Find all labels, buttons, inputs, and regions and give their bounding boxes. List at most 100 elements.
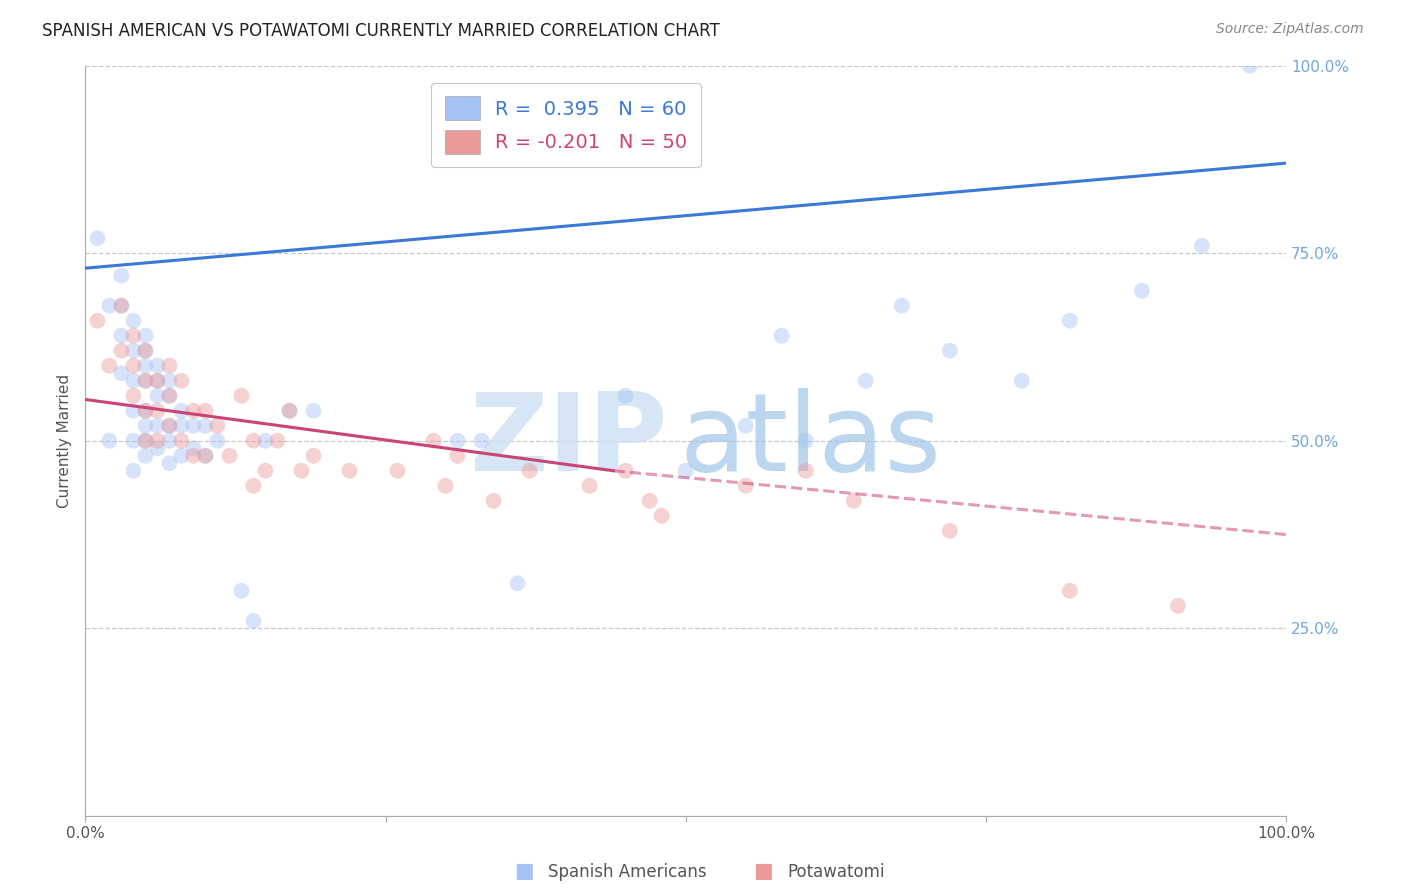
- Point: [207, 434, 229, 448]
- Text: ZIP: ZIP: [470, 388, 668, 494]
- Point: [770, 328, 793, 343]
- Point: [939, 524, 962, 538]
- Point: [122, 389, 145, 403]
- Point: [638, 493, 661, 508]
- Point: [122, 314, 145, 328]
- Point: [157, 456, 180, 470]
- Point: [134, 434, 156, 448]
- Point: [734, 418, 756, 433]
- Point: [207, 418, 229, 433]
- Point: [242, 479, 264, 493]
- Text: SPANISH AMERICAN VS POTAWATOMI CURRENTLY MARRIED CORRELATION CHART: SPANISH AMERICAN VS POTAWATOMI CURRENTLY…: [42, 22, 720, 40]
- Point: [278, 403, 301, 417]
- Point: [122, 434, 145, 448]
- Point: [183, 418, 205, 433]
- Point: [651, 508, 673, 523]
- Point: [134, 328, 156, 343]
- Point: [86, 314, 108, 328]
- Point: [302, 449, 325, 463]
- Point: [157, 418, 180, 433]
- Point: [194, 418, 217, 433]
- Point: [122, 343, 145, 358]
- Point: [134, 403, 156, 417]
- Text: Source: ZipAtlas.com: Source: ZipAtlas.com: [1216, 22, 1364, 37]
- Point: [122, 464, 145, 478]
- Point: [134, 343, 156, 358]
- Point: [122, 328, 145, 343]
- Point: [157, 389, 180, 403]
- Point: [170, 418, 193, 433]
- Point: [254, 434, 277, 448]
- Point: [506, 576, 529, 591]
- Point: [578, 479, 600, 493]
- Point: [482, 493, 505, 508]
- Point: [98, 359, 121, 373]
- Point: [471, 434, 494, 448]
- Point: [146, 359, 169, 373]
- Point: [146, 418, 169, 433]
- Point: [134, 403, 156, 417]
- Point: [734, 479, 756, 493]
- Point: [134, 418, 156, 433]
- Point: [122, 403, 145, 417]
- Text: Potawatomi: Potawatomi: [787, 863, 884, 881]
- Point: [794, 434, 817, 448]
- Point: [231, 389, 253, 403]
- Point: [434, 479, 457, 493]
- Point: [422, 434, 444, 448]
- Point: [170, 374, 193, 388]
- Point: [134, 374, 156, 388]
- Point: [675, 464, 697, 478]
- Point: [242, 434, 264, 448]
- Point: [98, 299, 121, 313]
- Y-axis label: Currently Married: Currently Married: [58, 374, 72, 508]
- Point: [146, 442, 169, 456]
- Point: [855, 374, 877, 388]
- Text: atlas: atlas: [679, 388, 942, 494]
- Legend: R =  0.395   N = 60, R = -0.201   N = 50: R = 0.395 N = 60, R = -0.201 N = 50: [432, 83, 702, 167]
- Point: [218, 449, 240, 463]
- Point: [110, 299, 132, 313]
- Point: [842, 493, 865, 508]
- Point: [254, 464, 277, 478]
- Point: [134, 343, 156, 358]
- Point: [98, 434, 121, 448]
- Point: [446, 449, 468, 463]
- Point: [146, 374, 169, 388]
- Point: [302, 403, 325, 417]
- Point: [519, 464, 541, 478]
- Point: [614, 464, 637, 478]
- Text: Spanish Americans: Spanish Americans: [548, 863, 707, 881]
- Text: ■: ■: [754, 862, 773, 881]
- Point: [134, 434, 156, 448]
- Point: [110, 299, 132, 313]
- Point: [122, 374, 145, 388]
- Point: [157, 434, 180, 448]
- Point: [194, 403, 217, 417]
- Point: [290, 464, 312, 478]
- Point: [1011, 374, 1033, 388]
- Point: [134, 374, 156, 388]
- Point: [146, 374, 169, 388]
- Point: [614, 389, 637, 403]
- Point: [146, 434, 169, 448]
- Point: [86, 231, 108, 245]
- Point: [134, 449, 156, 463]
- Point: [231, 583, 253, 598]
- Point: [183, 442, 205, 456]
- Point: [110, 343, 132, 358]
- Point: [890, 299, 912, 313]
- Point: [110, 366, 132, 380]
- Point: [146, 403, 169, 417]
- Point: [183, 449, 205, 463]
- Point: [157, 389, 180, 403]
- Point: [110, 328, 132, 343]
- Point: [194, 449, 217, 463]
- Text: ■: ■: [515, 862, 534, 881]
- Point: [1191, 238, 1213, 252]
- Point: [1130, 284, 1153, 298]
- Point: [157, 359, 180, 373]
- Point: [157, 374, 180, 388]
- Point: [157, 418, 180, 433]
- Point: [170, 434, 193, 448]
